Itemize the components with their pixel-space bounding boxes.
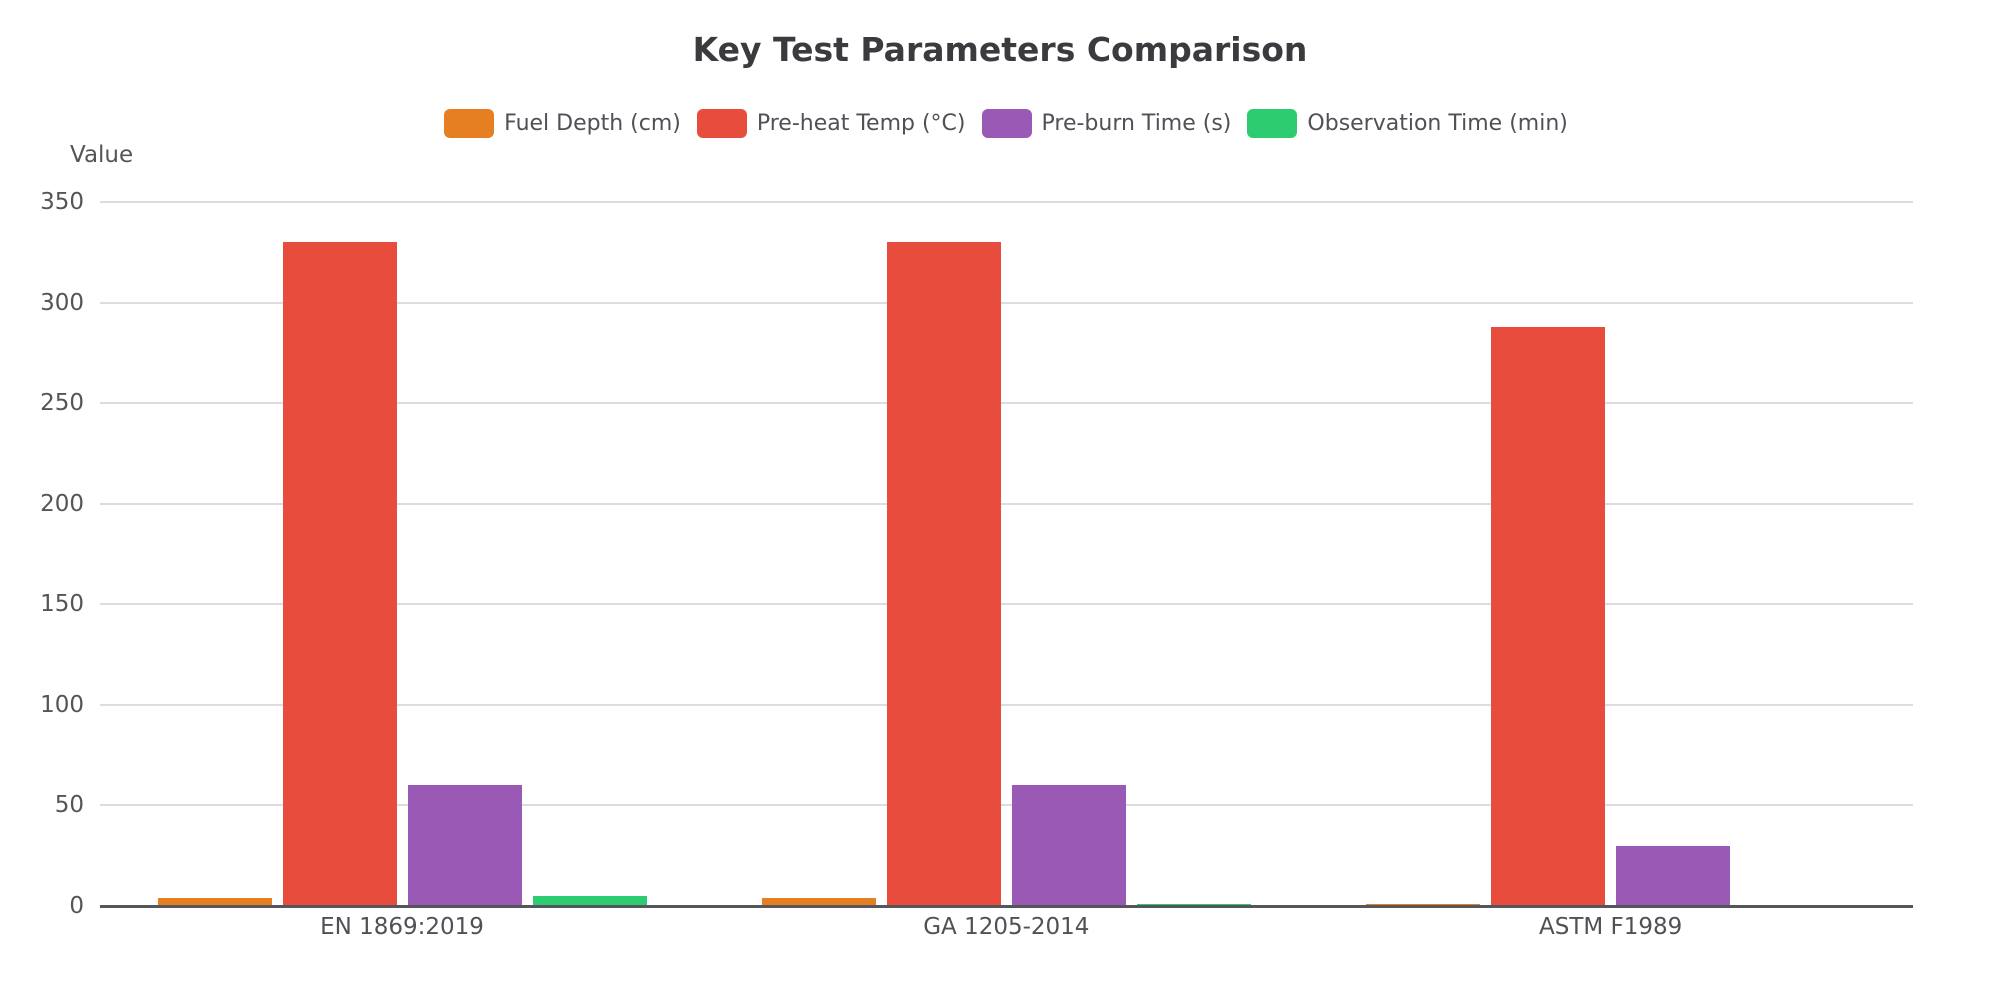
gridline bbox=[100, 301, 1913, 304]
legend-item[interactable]: Fuel Depth (cm) bbox=[444, 109, 681, 138]
bar[interactable] bbox=[532, 895, 647, 906]
bar[interactable] bbox=[1491, 326, 1606, 906]
bar[interactable] bbox=[1011, 785, 1126, 906]
gridline bbox=[100, 502, 1913, 505]
bar[interactable] bbox=[157, 897, 272, 906]
bar[interactable] bbox=[282, 242, 397, 906]
gridline bbox=[100, 603, 1913, 606]
bar-group bbox=[1309, 202, 1913, 906]
bar[interactable] bbox=[407, 785, 522, 906]
y-tick-label: 200 bbox=[40, 490, 84, 517]
y-axis-title: Value bbox=[70, 142, 134, 168]
x-tick-label: ASTM F1989 bbox=[1539, 914, 1683, 940]
x-axis-line bbox=[100, 905, 1913, 908]
legend-label: Observation Time (min) bbox=[1307, 111, 1568, 136]
bar[interactable] bbox=[1616, 845, 1731, 906]
y-tick-label: 350 bbox=[40, 189, 84, 215]
legend-item[interactable]: Pre-heat Temp (°C) bbox=[696, 109, 966, 138]
y-tick-label: 50 bbox=[54, 792, 84, 819]
y-tick-label: 250 bbox=[40, 390, 84, 417]
bar[interactable] bbox=[886, 242, 1001, 906]
bar-group bbox=[100, 202, 704, 906]
legend-label: Fuel Depth (cm) bbox=[504, 111, 681, 136]
legend-swatch bbox=[444, 109, 495, 138]
y-tick-label: 150 bbox=[40, 591, 84, 618]
legend-label: Pre-burn Time (s) bbox=[1041, 111, 1232, 136]
gridline bbox=[100, 703, 1913, 706]
x-tick-label: EN 1869:2019 bbox=[320, 914, 484, 940]
x-tick-label: GA 1205-2014 bbox=[923, 914, 1090, 940]
bar-group bbox=[704, 202, 1308, 906]
plot-area: 0 50 100 150 200 250 300 350 EN 1869:2019 GA 1205… bbox=[40, 189, 1913, 940]
gridline bbox=[100, 402, 1913, 405]
y-tick-label: 300 bbox=[40, 289, 84, 316]
chart-title: Key Test Parameters Comparison bbox=[692, 30, 1308, 69]
legend-swatch bbox=[696, 109, 747, 138]
legend: Fuel Depth (cm) Pre-heat Temp (°C) Pre-bur… bbox=[0, 109, 2000, 138]
y-tick-label: 0 bbox=[69, 893, 84, 919]
legend-item[interactable]: Pre-burn Time (s) bbox=[981, 109, 1232, 138]
legend-swatch bbox=[1247, 109, 1298, 138]
y-tick-label: 100 bbox=[40, 691, 84, 718]
bar[interactable] bbox=[761, 897, 876, 906]
legend-label: Pre-heat Temp (°C) bbox=[756, 111, 966, 136]
gridline bbox=[100, 804, 1913, 807]
legend-swatch bbox=[981, 109, 1032, 138]
gridline bbox=[100, 201, 1913, 203]
legend-item[interactable]: Observation Time (min) bbox=[1247, 109, 1568, 138]
